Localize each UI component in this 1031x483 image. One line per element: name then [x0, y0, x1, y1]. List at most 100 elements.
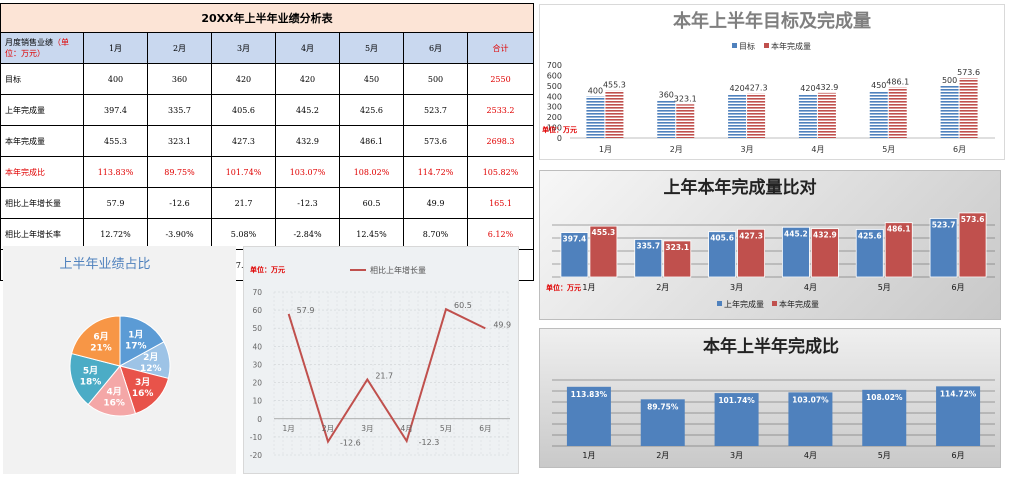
growth-line-chart: 单位：万元 相比上年增长量 -20 -10 0 10 20 30 40 50 60 70 1月 57.9 2… [250, 265, 511, 460]
cell-value: 60.5 [339, 187, 404, 219]
y-tick-label: 700 [547, 61, 562, 70]
cell-value: 523.7 [403, 94, 468, 126]
y-tick-label: -10 [250, 433, 262, 442]
slice-label: 4月 [107, 386, 122, 397]
cell-value: 114.72% [403, 156, 468, 188]
pie-slice [119, 315, 165, 367]
y-tick-label: 400 [547, 92, 562, 101]
bar-actual [817, 92, 836, 138]
unit-label: 单位：万元 [546, 283, 581, 292]
slice-label: 5月 [83, 366, 98, 377]
cell-value: 450 [339, 63, 404, 95]
cell-value: -12.3 [275, 187, 340, 219]
cell-value: 500 [403, 63, 468, 95]
legend-swatch [764, 43, 769, 48]
data-label: 425.6 [858, 231, 882, 240]
data-label: 113.83% [571, 390, 608, 399]
bar-last-year [855, 229, 884, 278]
cell-value: -3.90% [147, 218, 212, 250]
table-row: 目标 400 360 420 420 450 500 2550 [0, 63, 535, 95]
cell-total: 6.12% [466, 218, 535, 250]
data-label: 89.75% [647, 402, 679, 411]
bar-target [940, 85, 959, 138]
x-tick-label: 3月 [730, 283, 743, 292]
bar-target [798, 94, 817, 138]
row-label: 目标 [0, 63, 84, 95]
bar-target [586, 96, 605, 138]
pie-slice [70, 315, 121, 367]
data-label: 420 [729, 84, 744, 93]
data-label: 432.9 [813, 231, 837, 240]
slice-label: 1月 [128, 329, 143, 340]
x-tick-label: 6月 [952, 451, 965, 460]
x-tick-label: 1月 [582, 283, 595, 292]
data-label: 57.9 [297, 306, 315, 315]
completion-ratio-panel: 本年上半年完成比 113.83% 1月 89.75% 2月 101.74% 3月 103.07… [539, 328, 1001, 468]
table-title: 20XX年上半年业绩分析表 [0, 3, 535, 33]
legend-swatch [772, 301, 777, 306]
chart-title: 上年本年完成量比对 [664, 177, 817, 198]
corner-label: 月度销售业绩 [5, 38, 53, 47]
data-label: 455.3 [592, 228, 616, 237]
cell-value: 8.70% [403, 218, 468, 250]
bar-this-year [737, 228, 765, 278]
data-label: 49.9 [493, 320, 511, 329]
cell-value: 5.08% [211, 218, 276, 250]
y-tick-label: 500 [547, 82, 562, 91]
table-row: 相比上年增长量 57.9 -12.6 21.7 -12.3 60.5 49.9 165.1 [0, 187, 535, 219]
data-label: 397.4 [563, 235, 587, 244]
y-tick-label: 200 [547, 113, 562, 122]
row-label: 上年完成量 [0, 94, 84, 126]
y-tick-label: 70 [252, 288, 262, 297]
unit-label: 单位：万元 [250, 265, 285, 274]
data-label: 500 [942, 76, 957, 85]
table-corner-cell: 月度销售业绩（单位：万元） [0, 32, 84, 64]
cell-value: 323.1 [147, 125, 212, 157]
bar-target [869, 91, 888, 138]
row-label: 相比上年增长率 [0, 218, 84, 250]
cell-value: 445.2 [275, 94, 340, 126]
x-tick-label: 2月 [322, 424, 334, 433]
cell-value: 360 [147, 63, 212, 95]
cell-value: 486.1 [339, 125, 404, 157]
slice-value: 16% [103, 398, 125, 408]
y-tick-label: 50 [252, 324, 262, 333]
cell-value: 573.6 [403, 125, 468, 157]
data-label: 108.02% [866, 393, 903, 402]
bar-completion [714, 393, 759, 446]
data-label: 335.7 [636, 241, 660, 250]
cell-value: 425.6 [339, 94, 404, 126]
cell-value: 89.75% [147, 156, 212, 188]
cell-value: 405.6 [211, 94, 276, 126]
row-label: 本年完成量 [0, 125, 84, 157]
table-header-row: 月度销售业绩（单位：万元） 1月 2月 3月 4月 5月 6月 合计 [0, 32, 535, 64]
bar-last-year [782, 226, 810, 278]
cell-total: 2550 [466, 63, 535, 95]
cell-value: 57.9 [83, 187, 148, 219]
x-tick-label: 5月 [878, 451, 891, 460]
y-tick-label: 300 [547, 103, 562, 112]
cell-value: 455.3 [83, 125, 148, 157]
y-tick-label: 0 [557, 134, 562, 143]
bar-this-year [811, 228, 839, 278]
data-label: 445.2 [784, 229, 808, 238]
cell-value: 335.7 [147, 94, 212, 126]
legend-label: 本年完成量 [779, 299, 819, 309]
data-label: 455.3 [603, 81, 626, 90]
data-label: 432.9 [815, 83, 838, 92]
header-month-1: 1月 [83, 32, 148, 64]
bar-last-year [560, 232, 589, 278]
legend-label: 相比上年增长量 [370, 265, 426, 275]
slice-value: 21% [90, 344, 112, 354]
data-label: 405.6 [710, 234, 734, 243]
legend-label: 目标 [739, 41, 755, 51]
cell-value: 12.45% [339, 218, 404, 250]
header-month-2: 2月 [147, 32, 212, 64]
slice-value: 17% [125, 341, 147, 351]
data-label: 114.72% [940, 389, 977, 398]
cell-value: 432.9 [275, 125, 340, 157]
data-label: -12.6 [340, 439, 361, 448]
y-tick-label: 20 [252, 379, 262, 388]
pie-slice [87, 364, 137, 417]
